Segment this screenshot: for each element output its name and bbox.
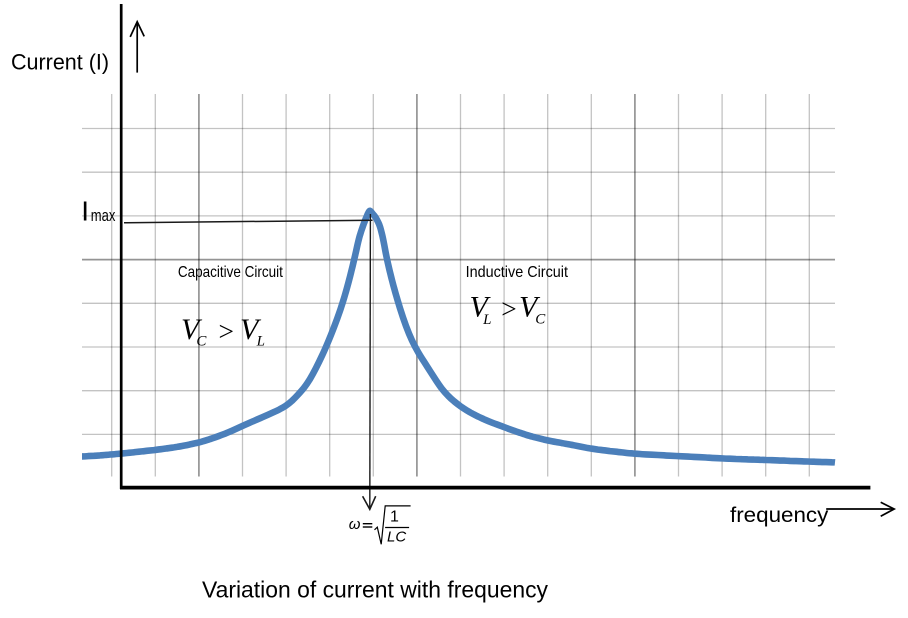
svg-text:Current (I): Current (I) bbox=[11, 50, 109, 75]
svg-text:V: V bbox=[470, 291, 492, 324]
svg-text:LC: LC bbox=[387, 529, 406, 546]
svg-text:>: > bbox=[217, 316, 236, 347]
svg-text:>: > bbox=[500, 293, 519, 324]
svg-text:V: V bbox=[240, 313, 262, 346]
svg-text:L: L bbox=[256, 334, 265, 350]
svg-text:Variation of current with freq: Variation of current with frequency bbox=[202, 577, 549, 603]
svg-text:ω: ω bbox=[349, 516, 361, 533]
svg-text:max: max bbox=[91, 206, 116, 225]
svg-text:Capacitive Circuit: Capacitive Circuit bbox=[178, 264, 284, 281]
svg-text:I: I bbox=[81, 195, 89, 226]
svg-text:L: L bbox=[482, 312, 491, 328]
svg-text:V: V bbox=[519, 291, 541, 324]
svg-text:C: C bbox=[535, 311, 546, 327]
svg-text:1: 1 bbox=[390, 509, 399, 526]
svg-text:frequency: frequency bbox=[730, 504, 829, 527]
svg-text:V: V bbox=[181, 313, 203, 346]
svg-text:Inductive Circuit: Inductive Circuit bbox=[466, 264, 569, 281]
svg-text:C: C bbox=[196, 333, 207, 349]
